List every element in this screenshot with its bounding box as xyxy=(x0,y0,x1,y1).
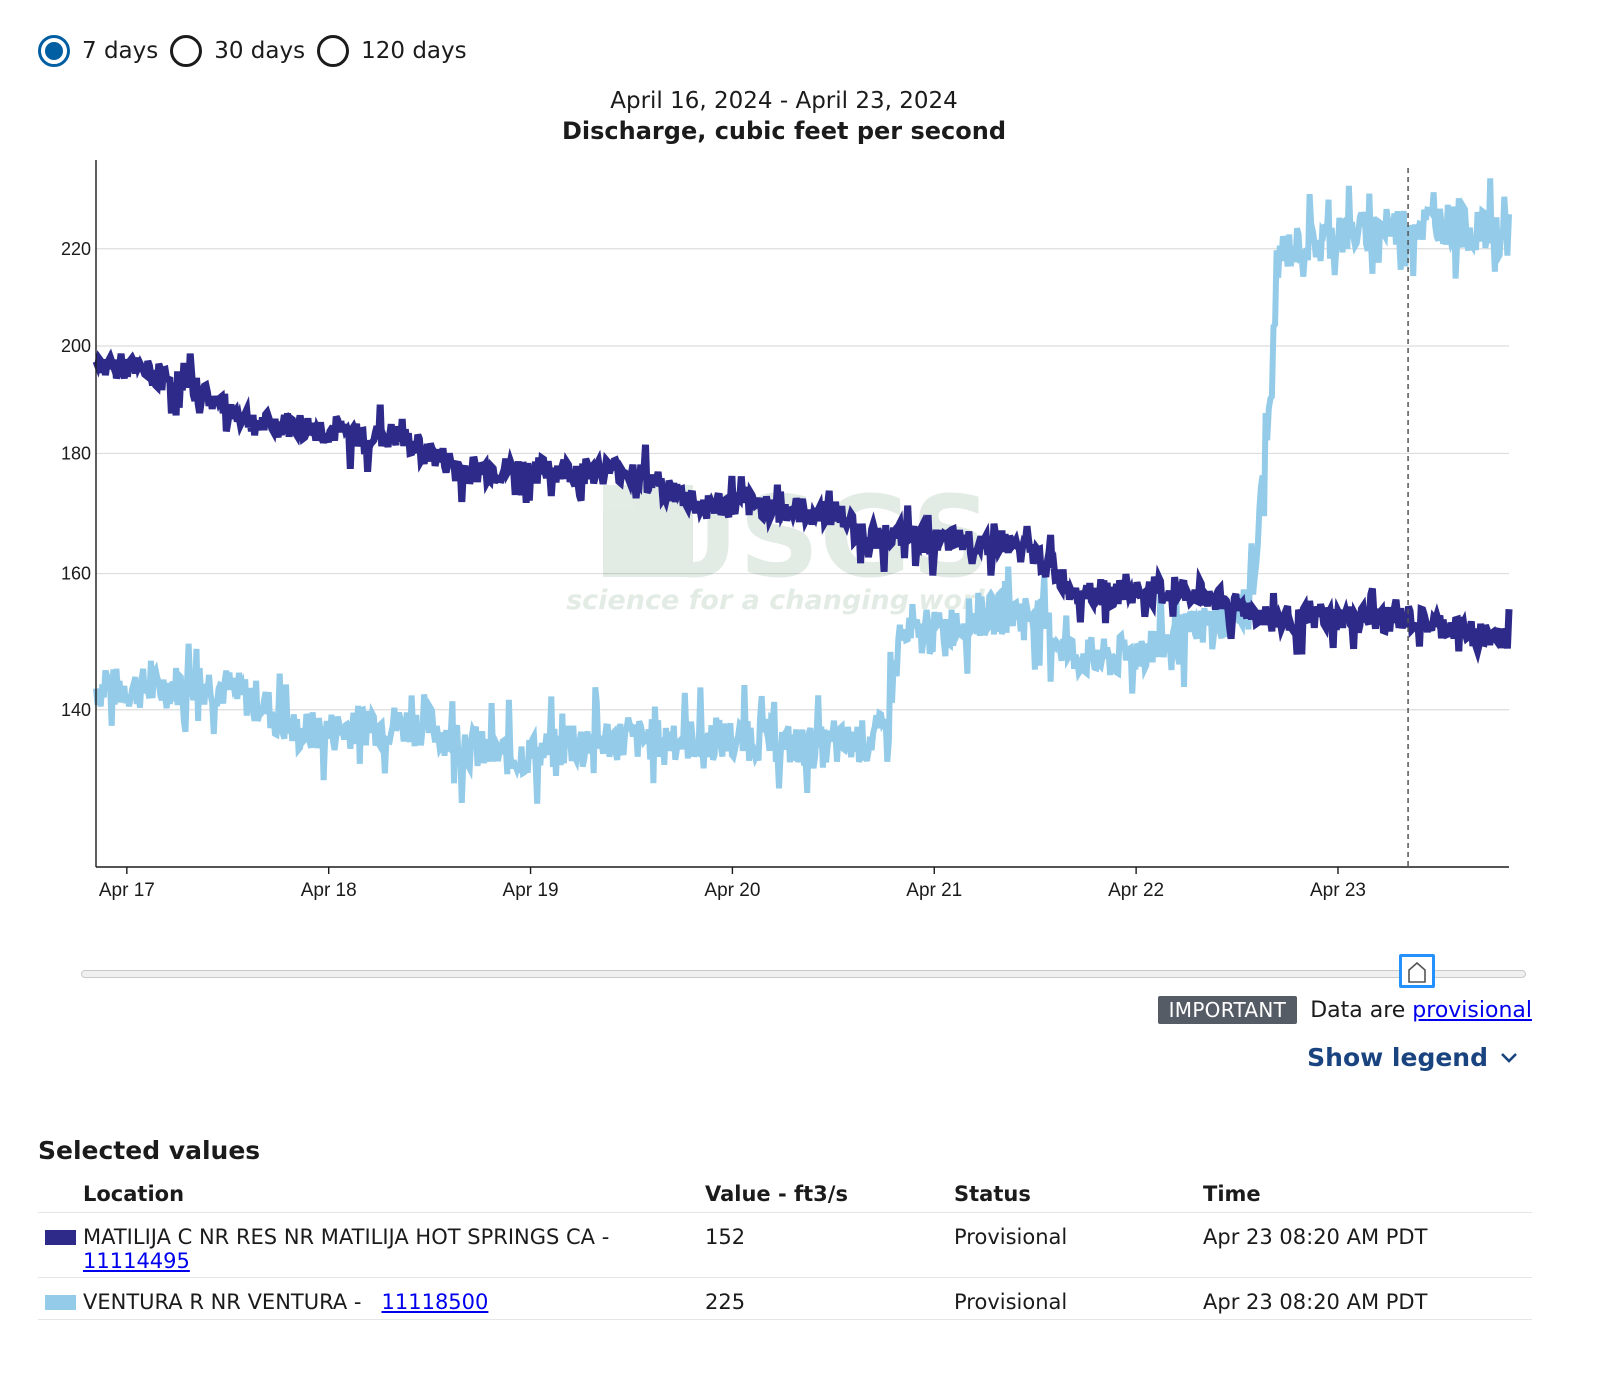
value-cell: 152 xyxy=(705,1212,954,1278)
y-tick-label: 220 xyxy=(61,239,91,259)
show-legend-button[interactable]: Show legend xyxy=(1307,1043,1518,1072)
x-tick-label: Apr 17 xyxy=(99,880,155,901)
axes: 140 160 180 200 220 Apr 17 Apr 18 Apr 19 Apr 20 A… xyxy=(61,160,1509,901)
period-selector: 7 days 30 days 120 days xyxy=(38,35,479,67)
brush-handle-icon xyxy=(1408,961,1426,983)
selected-values-table: Location Value - ft3/s Status Time MATIL… xyxy=(38,1178,1532,1320)
time-cell: Apr 23 08:20 AM PDT xyxy=(1203,1212,1532,1278)
period-120-days-radio[interactable]: 120 days xyxy=(317,35,467,67)
y-tick-label: 180 xyxy=(61,443,91,463)
table-row: MATILIJA C NR RES NR MATILIJA HOT SPRING… xyxy=(38,1212,1532,1278)
hydrograph-chart[interactable]: April 16, 2024 - April 23, 2024 Discharg… xyxy=(0,80,1600,920)
location-cell: VENTURA R NR VENTURA - 11118500 xyxy=(83,1277,705,1320)
usgs-watermark: USGS science for a changing world xyxy=(566,473,1004,616)
status-cell: Provisional xyxy=(954,1212,1203,1278)
status-cell: Provisional xyxy=(954,1277,1203,1320)
x-tick-label: Apr 19 xyxy=(503,880,559,901)
selected-values-heading: Selected values xyxy=(38,1136,261,1165)
value-cell: 225 xyxy=(705,1277,954,1320)
important-tag: IMPORTANT xyxy=(1157,996,1298,1024)
brush-handle[interactable] xyxy=(1399,954,1435,988)
series-line-ventura xyxy=(93,178,1512,804)
series-layer xyxy=(92,178,1513,804)
y-tick-label: 140 xyxy=(61,700,91,720)
x-tick-label: Apr 20 xyxy=(704,880,760,901)
time-cell: Apr 23 08:20 AM PDT xyxy=(1203,1277,1532,1320)
location-header: Location xyxy=(83,1178,705,1213)
show-legend-label: Show legend xyxy=(1307,1043,1488,1072)
table-header-row: Location Value - ft3/s Status Time xyxy=(38,1178,1532,1213)
time-header: Time xyxy=(1203,1178,1532,1213)
x-tick-label: Apr 21 xyxy=(906,880,962,901)
radio-unchecked-icon xyxy=(170,35,203,67)
location-name: VENTURA R NR VENTURA - xyxy=(83,1290,362,1314)
period-30-days-radio[interactable]: 30 days xyxy=(170,35,305,67)
site-link[interactable]: 11118500 xyxy=(381,1290,489,1314)
provisional-link[interactable]: provisional xyxy=(1412,997,1532,1023)
period-7-days-label: 7 days xyxy=(82,38,159,64)
series-line-matilija xyxy=(92,348,1513,665)
time-brush-track[interactable] xyxy=(81,970,1526,978)
swatch-header xyxy=(38,1178,83,1213)
status-header: Status xyxy=(954,1178,1203,1213)
series-color-swatch xyxy=(45,1295,76,1310)
value-header: Value - ft3/s xyxy=(705,1178,954,1213)
swatch-cell xyxy=(38,1277,83,1320)
watermark-tagline: science for a changing world xyxy=(566,585,1004,616)
series-color-swatch xyxy=(45,1230,76,1245)
x-tick-label: Apr 18 xyxy=(301,880,357,901)
y-tick-label: 160 xyxy=(61,564,91,584)
y-tick-label: 200 xyxy=(61,336,91,356)
site-link[interactable]: 11114495 xyxy=(83,1249,190,1273)
notice-prefix: Data are xyxy=(1310,997,1406,1023)
location-cell: MATILIJA C NR RES NR MATILIJA HOT SPRING… xyxy=(83,1212,705,1278)
x-tick-label: Apr 22 xyxy=(1108,880,1164,901)
swatch-cell xyxy=(38,1212,83,1278)
chevron-down-icon xyxy=(1501,1052,1517,1063)
table-row: VENTURA R NR VENTURA - 11118500 225 Prov… xyxy=(38,1277,1532,1320)
period-120-days-label: 120 days xyxy=(361,38,467,64)
location-name: MATILIJA C NR RES NR MATILIJA HOT SPRING… xyxy=(83,1225,610,1249)
radio-checked-icon xyxy=(38,35,70,67)
notice-text: Data are provisional xyxy=(1310,998,1532,1023)
period-7-days-radio[interactable]: 7 days xyxy=(38,35,158,67)
chart-date-range: April 16, 2024 - April 23, 2024 xyxy=(610,88,958,114)
x-tick-label: Apr 23 xyxy=(1310,880,1366,901)
radio-unchecked-icon xyxy=(317,35,350,67)
period-30-days-label: 30 days xyxy=(214,38,306,64)
provisional-notice: IMPORTANT Data are provisional xyxy=(1157,996,1532,1024)
chart-title: Discharge, cubic feet per second xyxy=(562,117,1006,145)
